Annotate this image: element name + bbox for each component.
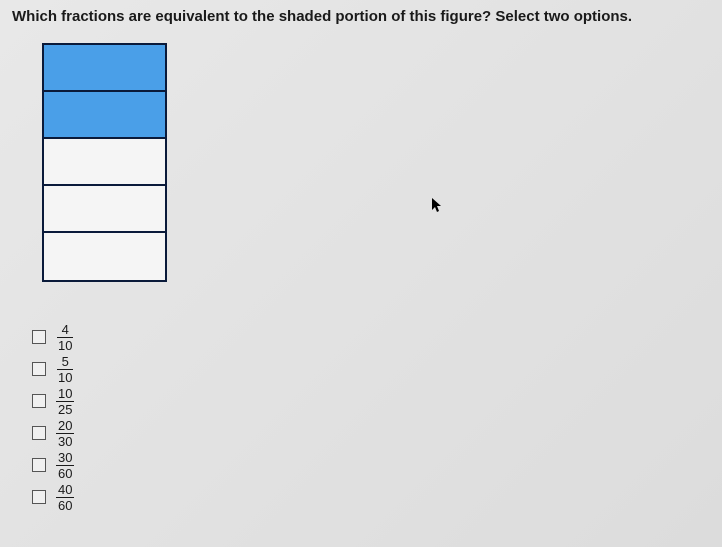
- question-text: Which fractions are equivalent to the sh…: [12, 8, 710, 25]
- denominator: 10: [56, 370, 74, 384]
- figure-row-shaded: [44, 45, 165, 92]
- checkbox[interactable]: [32, 490, 46, 504]
- answer-options: 4 10 5 10 10 25 20 30 30 60 40: [32, 322, 710, 512]
- numerator: 20: [56, 419, 74, 434]
- checkbox[interactable]: [32, 362, 46, 376]
- denominator: 60: [56, 466, 74, 480]
- option-item: 4 10: [32, 322, 710, 352]
- numerator: 5: [57, 355, 73, 370]
- figure-row-shaded: [44, 92, 165, 139]
- option-item: 5 10: [32, 354, 710, 384]
- fraction-label: 4 10: [56, 323, 74, 352]
- cursor-icon: [432, 198, 444, 217]
- option-item: 10 25: [32, 386, 710, 416]
- denominator: 10: [56, 338, 74, 352]
- option-item: 40 60: [32, 482, 710, 512]
- numerator: 4: [57, 323, 73, 338]
- checkbox[interactable]: [32, 330, 46, 344]
- denominator: 25: [56, 402, 74, 416]
- fraction-label: 20 30: [56, 419, 74, 448]
- fraction-label: 5 10: [56, 355, 74, 384]
- denominator: 60: [56, 498, 74, 512]
- option-item: 30 60: [32, 450, 710, 480]
- numerator: 10: [56, 387, 74, 402]
- figure-row-unshaded: [44, 186, 165, 233]
- fraction-label: 40 60: [56, 483, 74, 512]
- checkbox[interactable]: [32, 394, 46, 408]
- denominator: 30: [56, 434, 74, 448]
- figure-row-unshaded: [44, 139, 165, 186]
- fraction-label: 10 25: [56, 387, 74, 416]
- option-item: 20 30: [32, 418, 710, 448]
- figure-row-unshaded: [44, 233, 165, 280]
- fraction-label: 30 60: [56, 451, 74, 480]
- numerator: 30: [56, 451, 74, 466]
- checkbox[interactable]: [32, 426, 46, 440]
- fraction-figure: [42, 43, 167, 282]
- numerator: 40: [56, 483, 74, 498]
- checkbox[interactable]: [32, 458, 46, 472]
